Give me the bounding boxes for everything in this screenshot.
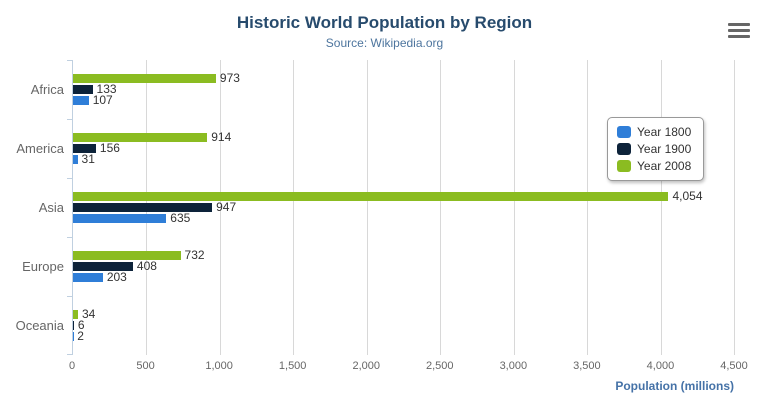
bar-row: 6	[73, 318, 734, 332]
legend-label: Year 1900	[637, 142, 692, 156]
bar-value-label: 4,054	[672, 189, 703, 203]
legend-item-year-1800[interactable]: Year 1800	[617, 125, 691, 139]
category-axis-labels: Africa America Asia Europe Oceania	[0, 60, 64, 355]
yaxis-tick	[67, 354, 73, 355]
bar-value-label: 732	[184, 248, 205, 262]
bar-value-label: 635	[170, 211, 191, 225]
bar-row: 203	[73, 270, 734, 284]
legend-label: Year 1800	[637, 125, 692, 139]
category-label-africa: Africa	[30, 82, 64, 97]
bar-row: 408	[73, 259, 734, 273]
bar-value-label: 973	[219, 71, 240, 85]
bar-row: 34	[73, 307, 734, 321]
bar-asia-year-1800[interactable]	[73, 214, 167, 223]
gridline	[734, 60, 735, 355]
category-label-asia: Asia	[38, 200, 64, 215]
xaxis-title: Population (millions)	[615, 379, 734, 393]
plot-area: 973 133 107 914 156 31 4,054 947 635 732 408 203 34 6…	[67, 60, 735, 355]
yaxis-tick	[67, 296, 73, 297]
chart-title: Historic World Population by Region	[236, 13, 533, 32]
bar-value-label: 31	[81, 152, 95, 166]
yaxis-tick	[67, 60, 73, 61]
legend-swatch	[617, 126, 631, 138]
xaxis-tick-label: 1,000	[205, 360, 233, 372]
category-group-europe: 732 408 203	[73, 237, 734, 296]
gridline	[587, 60, 589, 355]
category-label-europe: Europe	[22, 259, 64, 274]
yaxis-tick	[67, 237, 73, 238]
bar-row: 4,054	[73, 189, 734, 203]
xaxis-tick-label: 3,000	[499, 360, 528, 372]
gridline	[660, 60, 662, 355]
bar-oceania-year-1900[interactable]	[73, 321, 74, 330]
gridline	[513, 60, 515, 355]
bar-rows: 973 133 107 914 156 31 4,054 947 635 732 408 203 34 6…	[73, 60, 734, 355]
category-group-america: 914 156 31	[73, 119, 734, 178]
bar-row: 635	[73, 211, 734, 225]
legend-item-year-1900[interactable]: Year 1900	[617, 142, 691, 156]
bar-row: 133	[73, 82, 734, 96]
bar-america-year-2008[interactable]	[73, 133, 208, 142]
bar-row: 914	[73, 130, 734, 144]
bar-america-year-1900[interactable]	[73, 144, 96, 153]
bar-oceania-year-2008[interactable]	[73, 310, 78, 319]
bar-america-year-1800[interactable]	[73, 155, 78, 164]
xaxis-tick-label: 2,000	[352, 360, 380, 372]
gridline	[440, 60, 442, 355]
xaxis-tick-label: 500	[136, 360, 155, 372]
bar-row: 732	[73, 248, 734, 262]
bar-value-label: 914	[211, 130, 232, 144]
legend-swatch	[617, 143, 631, 155]
bar-row: 973	[73, 71, 734, 85]
category-group-asia: 4,054 947 635	[73, 178, 734, 237]
xaxis-tick-label: 1,500	[278, 360, 307, 372]
bar-africa-year-1800[interactable]	[73, 96, 89, 105]
bar-row: 156	[73, 141, 734, 155]
gridline	[366, 60, 368, 355]
xaxis-tick-label: 4,000	[646, 360, 675, 372]
bar-row: 31	[73, 152, 734, 166]
category-group-africa: 973 133 107	[73, 60, 734, 119]
bar-row: 107	[73, 93, 734, 107]
chart-subtitle: Source: Wikipedia.org	[325, 36, 444, 50]
gridline	[293, 60, 295, 355]
bar-row: 2	[73, 329, 734, 343]
xaxis-tick-label: 0	[68, 360, 76, 372]
legend-swatch	[617, 160, 631, 172]
xaxis-tick-label: 4,500	[720, 360, 748, 372]
hamburger-menu-icon[interactable]	[728, 23, 750, 38]
category-label-oceania: Oceania	[15, 318, 64, 333]
bar-value-label: 34	[81, 307, 96, 321]
bar-africa-year-1900[interactable]	[73, 85, 93, 94]
bar-value-label: 2	[77, 329, 84, 343]
bar-europe-year-1900[interactable]	[73, 262, 133, 271]
bar-value-label: 947	[216, 200, 237, 214]
bar-asia-year-1900[interactable]	[73, 203, 213, 212]
xaxis-tick-label: 2,500	[426, 360, 454, 372]
yaxis-tick	[67, 119, 73, 120]
legend-item-year-2008[interactable]: Year 2008	[617, 159, 691, 173]
yaxis-tick	[67, 178, 73, 179]
bar-value-label: 203	[106, 270, 127, 284]
bar-row: 947	[73, 200, 734, 214]
xaxis-tick-labels: 0 500 1,000 1,500 2,000 2,500 3,000 3,500 4,000 4…	[68, 360, 748, 374]
legend: Year 1800 Year 1900 Year 2008	[607, 117, 705, 181]
category-label-america: America	[16, 141, 64, 156]
xaxis-tick-label: 3,500	[573, 360, 601, 372]
legend-label: Year 2008	[637, 159, 692, 173]
bar-europe-year-1800[interactable]	[73, 273, 103, 282]
bar-value-label: 133	[96, 82, 117, 96]
bar-value-label: 107	[92, 93, 113, 107]
bar-europe-year-2008[interactable]	[73, 251, 181, 260]
bar-africa-year-2008[interactable]	[73, 74, 216, 83]
category-group-oceania: 34 6 2	[73, 296, 734, 355]
gridline	[219, 60, 221, 355]
bar-value-label: 408	[136, 259, 157, 273]
bar-asia-year-2008[interactable]	[73, 192, 669, 201]
bar-value-label: 6	[77, 318, 85, 332]
bar-value-label: 156	[99, 141, 120, 155]
